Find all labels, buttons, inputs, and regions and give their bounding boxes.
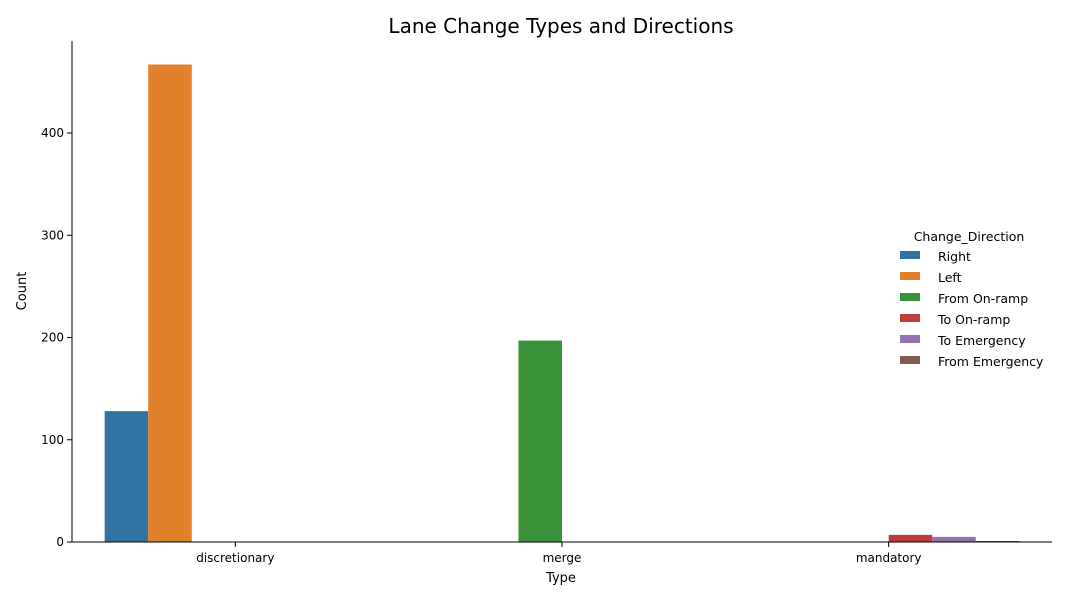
x-axis: discretionary merge mandatory bbox=[72, 541, 1052, 565]
legend-label: To Emergency bbox=[937, 333, 1026, 348]
legend: Change_Direction Right Left From On-ramp To… bbox=[900, 229, 1044, 369]
legend-label: Left bbox=[938, 270, 962, 285]
y-tick-label: 200 bbox=[41, 331, 64, 345]
bar-from-on-ramp-merge bbox=[518, 340, 562, 542]
legend-label: From Emergency bbox=[938, 354, 1044, 369]
legend-label: To On-ramp bbox=[937, 312, 1010, 327]
bar-to-emergency-mandatory bbox=[932, 536, 976, 542]
bar-from-emergency-mandatory bbox=[975, 540, 1020, 542]
x-tick-label: discretionary bbox=[196, 551, 274, 565]
x-axis-label: Type bbox=[545, 571, 576, 586]
y-tick-label: 0 bbox=[56, 535, 64, 549]
y-tick-label: 400 bbox=[41, 126, 64, 140]
bar-to-on-ramp-mandatory bbox=[888, 534, 933, 542]
y-tick-label: 300 bbox=[41, 228, 64, 242]
plot-area bbox=[104, 64, 1020, 542]
y-tick-label: 100 bbox=[41, 433, 64, 447]
legend-label: From On-ramp bbox=[938, 291, 1028, 306]
legend-swatch bbox=[900, 293, 920, 301]
legend-title: Change_Direction bbox=[914, 229, 1025, 244]
legend-swatch bbox=[900, 272, 920, 280]
legend-swatch bbox=[900, 314, 920, 322]
x-tick-label: merge bbox=[543, 551, 582, 565]
bar-right-discretionary bbox=[104, 411, 149, 542]
legend-swatch bbox=[900, 335, 920, 343]
y-axis-label: Count bbox=[15, 272, 30, 311]
bar-left-discretionary bbox=[148, 64, 192, 542]
legend-swatch bbox=[900, 356, 920, 364]
legend-label: Right bbox=[938, 249, 971, 264]
x-tick-label: mandatory bbox=[856, 551, 922, 565]
chart-title: Lane Change Types and Directions bbox=[388, 14, 733, 38]
legend-swatch bbox=[900, 251, 920, 259]
y-axis: 0 100 200 300 400 bbox=[41, 41, 73, 549]
